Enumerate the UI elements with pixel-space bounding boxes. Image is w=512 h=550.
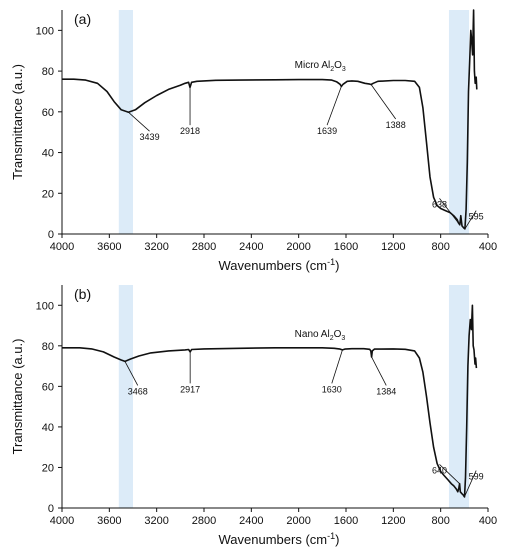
x-tick-label: 400: [479, 241, 497, 253]
x-tick-label: 2400: [239, 241, 263, 253]
x-tick-label: 1200: [381, 515, 405, 527]
x-tick-label: 1600: [334, 241, 358, 253]
peak-annotation-line: [371, 356, 387, 386]
x-tick-label: 4000: [50, 241, 74, 253]
x-tick-label: 400: [479, 515, 497, 527]
y-tick-label: 20: [42, 462, 54, 474]
x-axis-label-sup: -1: [327, 257, 335, 267]
peak-annotation-line: [370, 84, 397, 120]
y-tick-label: 80: [42, 341, 54, 353]
peak-annotation-line: [124, 361, 139, 386]
sample-label-mid: O: [334, 329, 342, 340]
highlight-band: [118, 10, 133, 234]
peak-annotation-label: 599: [469, 472, 484, 482]
x-axis-label-end: ): [335, 532, 339, 547]
peak-annotation-label: 1384: [376, 386, 396, 396]
panel-label: (b): [74, 286, 91, 302]
highlight-band: [448, 10, 470, 234]
chart-panel-b: 4000 3600 3200 2800 2400 2000 1600 1200 800 40002…: [10, 285, 497, 547]
x-tick-label: 3600: [97, 515, 121, 527]
x-axis-label-sup: -1: [327, 531, 335, 541]
peak-annotation-line: [331, 349, 343, 384]
x-tick-label: 1600: [334, 515, 358, 527]
sample-label-sub: 3: [341, 335, 345, 342]
chart-panel-a: 4000 3600 3200 2800 2400 2000 1600 1200 800 40002…: [10, 9, 497, 273]
x-tick-label: 1200: [381, 241, 405, 253]
spectrum-line: [62, 9, 478, 230]
y-tick-label: 100: [36, 25, 54, 37]
peak-annotation-label: 1388: [386, 120, 406, 130]
x-tick-label: 3200: [144, 515, 168, 527]
peak-annotation-label: 3439: [140, 132, 160, 142]
x-tick-label: 800: [431, 241, 449, 253]
y-tick-label: 40: [42, 422, 54, 434]
x-axis-label-text: Wavenumbers (cm: [219, 532, 328, 547]
peak-annotation-label: 2917: [180, 384, 200, 394]
y-tick-label: 60: [42, 381, 54, 393]
y-axis-label: Transmittance (a.u.): [10, 339, 25, 455]
y-tick-label: 20: [42, 188, 54, 200]
peak-annotation-line: [464, 210, 477, 230]
x-tick-label: 3200: [144, 241, 168, 253]
x-tick-label: 2000: [286, 241, 310, 253]
spectrum-line: [62, 304, 478, 498]
peak-annotation-line: [439, 198, 461, 226]
x-tick-label: 3600: [97, 241, 121, 253]
peak-annotation-label: 2918: [180, 126, 200, 136]
sample-label: Micro Al2O3: [295, 60, 346, 73]
y-tick-label: 100: [36, 300, 54, 312]
peak-annotation-label: 638: [432, 199, 447, 209]
sample-label-mid: O: [334, 60, 342, 71]
sample-label-sub: 3: [342, 66, 346, 73]
y-tick-label: 80: [42, 66, 54, 78]
peak-annotation-line: [439, 464, 460, 484]
peak-annotation-label: 1630: [322, 384, 342, 394]
x-tick-label: 2800: [192, 241, 216, 253]
peak-annotation-line: [128, 111, 150, 132]
y-tick-label: 60: [42, 107, 54, 119]
peak-annotation-label: 640: [432, 465, 447, 475]
x-axis-label-text: Wavenumbers (cm: [219, 258, 328, 273]
panel-label: (a): [74, 11, 91, 27]
highlight-band: [448, 285, 470, 508]
peak-annotation-label: 595: [469, 212, 484, 222]
x-tick-label: 2000: [286, 515, 310, 527]
y-tick-label: 0: [48, 503, 54, 515]
sample-label-sub: 2: [330, 335, 334, 342]
x-tick-label: 4000: [50, 515, 74, 527]
x-tick-label: 800: [431, 515, 449, 527]
x-tick-label: 2800: [192, 515, 216, 527]
highlight-band: [118, 285, 133, 508]
x-tick-label: 2400: [239, 515, 263, 527]
sample-label-sub: 2: [330, 66, 334, 73]
peak-annotation-label: 3468: [128, 386, 148, 396]
x-axis-label: Wavenumbers (cm-1): [219, 257, 340, 273]
y-axis-label: Transmittance (a.u.): [10, 64, 25, 180]
sample-label-text: Micro Al: [295, 60, 331, 71]
x-axis-label: Wavenumbers (cm-1): [219, 531, 340, 547]
x-axis-label-end: ): [335, 258, 339, 273]
y-tick-label: 40: [42, 148, 54, 160]
peak-annotation-label: 1639: [317, 126, 337, 136]
peak-annotation-line: [326, 86, 342, 126]
y-tick-label: 0: [48, 229, 54, 241]
peak-annotation-line: [464, 470, 477, 498]
sample-label: Nano Al2O3: [295, 329, 346, 342]
sample-label-text: Nano Al: [295, 329, 330, 340]
